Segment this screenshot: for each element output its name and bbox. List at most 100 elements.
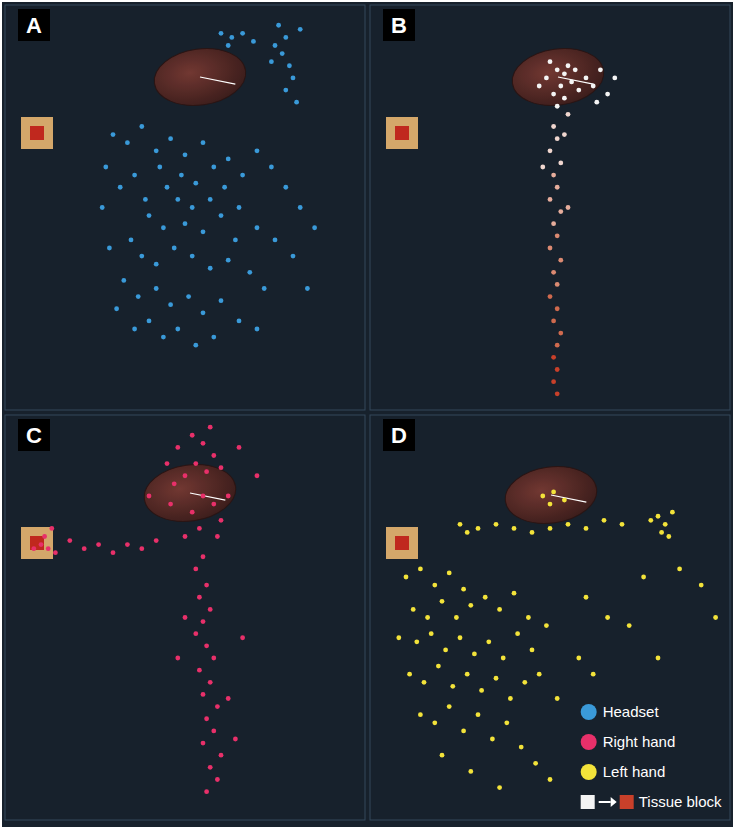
point [540,494,545,499]
point [432,583,437,588]
tissue-block-frame [386,527,418,559]
point [139,254,144,259]
point [229,35,234,40]
point [562,96,567,101]
panel: B [370,5,730,410]
point [125,140,130,145]
point [497,607,502,612]
point [215,534,220,539]
point [494,522,499,527]
point [269,59,274,64]
point [201,554,206,559]
point [432,720,437,725]
point [251,39,256,44]
tissue-block-core [30,126,44,140]
tissue-block-icon [21,527,53,559]
point [598,67,603,72]
point [566,522,571,527]
point [558,331,563,336]
point [411,607,416,612]
point [526,615,531,620]
point [219,753,224,758]
point [551,319,556,324]
point [154,538,159,543]
point [201,140,206,145]
point [204,789,209,794]
point [247,270,252,275]
point [555,67,560,72]
point [436,664,441,669]
point [201,494,206,499]
point [591,84,596,89]
needle-line [200,72,235,89]
point [519,745,524,750]
point [111,550,116,555]
organ [509,43,608,111]
point [407,672,412,677]
point [627,623,632,628]
point [584,76,589,81]
point [490,737,495,742]
point [656,514,661,519]
point [226,157,231,162]
legend-item: Left hand [581,763,666,780]
point [283,88,288,93]
point [219,298,224,303]
point [208,765,213,770]
point [208,680,213,685]
point [211,656,216,661]
point [305,286,310,291]
panel: DHeadsetTissue blockRight handLeft hand [370,415,730,820]
plot-frame [5,5,365,410]
point [226,43,231,48]
point [132,173,137,178]
point [237,205,242,210]
point [157,165,162,170]
point [190,510,195,515]
point [620,522,625,527]
organ [151,43,250,111]
point [298,27,303,32]
point [530,648,535,653]
point [255,148,260,153]
point [551,124,556,129]
point [183,221,188,226]
legend-swatch [620,795,634,809]
point [219,31,224,36]
panel-letter-box [18,9,50,41]
tissue-block-core [395,126,409,140]
point [566,112,571,117]
point [458,522,463,527]
point [132,327,137,332]
point [461,587,466,592]
point [211,502,216,507]
point [226,258,231,263]
point [533,761,538,766]
point [183,615,188,620]
point [255,327,260,332]
point [183,152,188,157]
point [497,785,502,790]
point [476,526,481,531]
point [201,619,206,624]
point [165,185,170,190]
panel-letter-box [18,419,50,451]
panel-letter: D [391,423,407,448]
point [31,546,36,551]
point [197,526,202,531]
point [562,498,567,503]
point [699,583,704,588]
point [118,185,123,190]
panel: A [5,5,365,410]
point [103,165,108,170]
point [530,530,535,535]
point [404,575,409,580]
tissue-block-icon [386,527,418,559]
point [555,696,560,701]
point [558,161,563,166]
point [107,246,112,251]
point [201,229,206,234]
legend-label: Headset [603,703,660,720]
point [240,173,245,178]
point [544,623,549,628]
